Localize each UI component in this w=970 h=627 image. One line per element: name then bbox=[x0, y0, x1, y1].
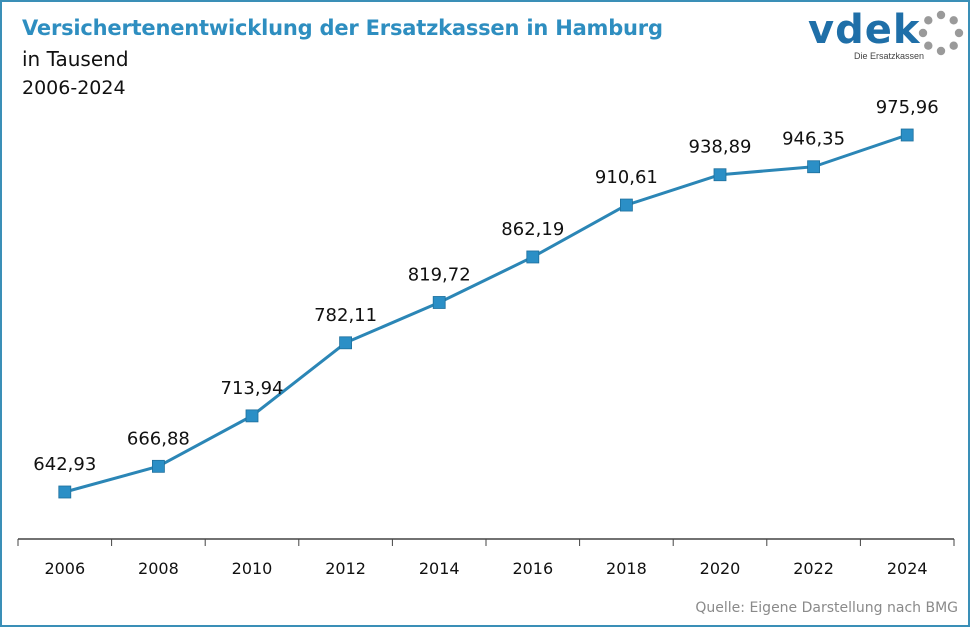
data-label: 910,61 bbox=[595, 167, 658, 188]
x-tick-label: 2020 bbox=[700, 559, 741, 578]
x-tick-label: 2006 bbox=[44, 559, 85, 578]
data-label-layer: 642,93 666,88 713,94 782,11 819,72 862,19 910,… bbox=[33, 97, 938, 475]
data-point bbox=[900, 128, 914, 142]
logo-wordmark: vdek bbox=[808, 7, 921, 53]
vdek-logo: vdek Die Ersatzkassen bbox=[808, 6, 964, 66]
data-label: 642,93 bbox=[33, 454, 96, 475]
x-tick-label: 2024 bbox=[887, 559, 928, 578]
x-tick-label: 2018 bbox=[606, 559, 647, 578]
data-label: 819,72 bbox=[408, 264, 471, 285]
data-point bbox=[432, 296, 446, 309]
data-point bbox=[620, 198, 633, 212]
data-label: 946,35 bbox=[782, 129, 845, 150]
x-tick-label: 2010 bbox=[232, 559, 273, 578]
data-point bbox=[58, 485, 72, 499]
data-point bbox=[245, 409, 259, 423]
logo-tagline: Die Ersatzkassen bbox=[854, 51, 925, 61]
chart-period: 2006-2024 bbox=[22, 77, 126, 99]
series-line-layer bbox=[64, 133, 908, 494]
data-point bbox=[807, 160, 820, 174]
x-tick-label: 2008 bbox=[138, 559, 179, 578]
x-tick-label: 2012 bbox=[325, 559, 366, 578]
data-label: 862,19 bbox=[501, 219, 564, 240]
data-point bbox=[713, 168, 727, 182]
x-axis: 2006 2008 2010 2012 2014 2016 2018 2020 2022 2024 bbox=[17, 538, 955, 578]
x-tick-label: 2016 bbox=[512, 559, 553, 578]
chart-title: Versichertenentwicklung der Ersatzkassen… bbox=[22, 16, 663, 40]
chart-subtitle: in Tausend bbox=[22, 47, 129, 71]
data-point-layer bbox=[58, 128, 914, 499]
x-tick-label: 2022 bbox=[793, 559, 834, 578]
data-label: 782,11 bbox=[314, 305, 377, 326]
data-point bbox=[151, 459, 165, 473]
data-label: 975,96 bbox=[876, 97, 939, 118]
data-label: 666,88 bbox=[127, 428, 190, 449]
series-line bbox=[64, 133, 908, 494]
data-point bbox=[526, 250, 540, 264]
data-point bbox=[339, 336, 353, 350]
source-note: Quelle: Eigene Darstellung nach BMG bbox=[695, 600, 958, 616]
data-label: 713,94 bbox=[221, 378, 284, 399]
logo-ring-icon bbox=[918, 10, 964, 56]
x-tick-label: 2014 bbox=[419, 559, 460, 578]
data-label: 938,89 bbox=[689, 137, 752, 158]
